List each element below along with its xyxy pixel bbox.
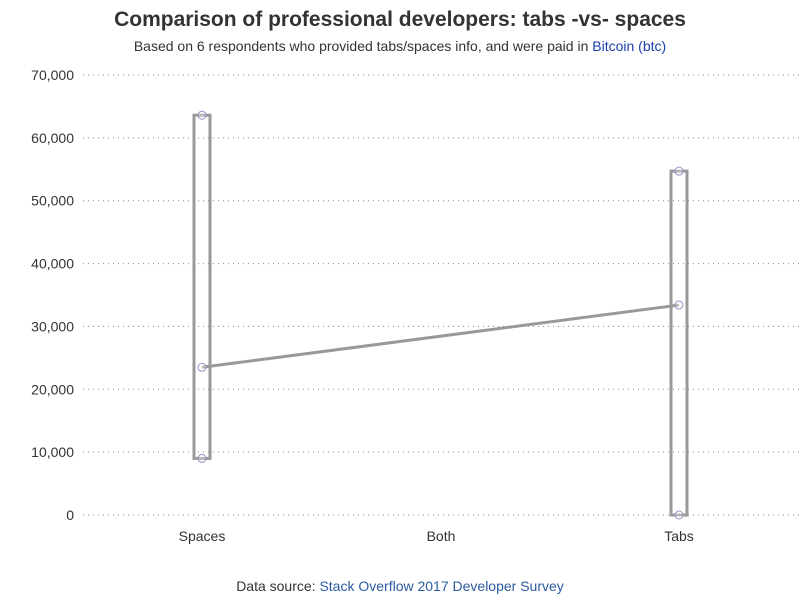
- x-tick-label: Spaces: [179, 528, 226, 544]
- data-point: [197, 362, 207, 372]
- median-line: [201, 303, 680, 369]
- data-point: [197, 110, 207, 120]
- range-box: [669, 169, 689, 517]
- data-point: [197, 453, 207, 463]
- subtitle-text: Based on 6 respondents who provided tabs…: [133, 38, 593, 54]
- y-tick-label: 0: [66, 507, 74, 523]
- y-tick-label: 50,000: [31, 193, 74, 209]
- y-tick-label: 20,000: [31, 381, 74, 397]
- gridlines: [83, 74, 800, 516]
- range-box: [192, 113, 212, 460]
- range-boxes: [192, 113, 689, 517]
- bitcoin-link[interactable]: Bitcoin (btc): [592, 38, 667, 54]
- x-tick-label: Tabs: [664, 528, 694, 544]
- data-point: [674, 300, 684, 310]
- stack-overflow-link[interactable]: Stack Overflow 2017 Developer Survey: [319, 578, 564, 594]
- chart-title: Comparison of professional developers: t…: [114, 8, 686, 31]
- y-tick-label: 30,000: [31, 318, 74, 334]
- y-tick-label: 70,000: [31, 67, 74, 83]
- chart-subtitle: Based on 6 respondents who provided tabs…: [0, 38, 800, 54]
- data-points: [197, 110, 684, 520]
- data-point: [674, 166, 684, 176]
- median-connector: [201, 303, 680, 369]
- x-tick-label: Both: [427, 528, 456, 544]
- data-point: [674, 510, 684, 520]
- y-axis-ticks: 0 10,000 20,000 30,000 40,000 50,000 60,000 70,…: [31, 67, 74, 523]
- y-tick-label: 10,000: [31, 444, 74, 460]
- footer-text: Data source:: [236, 578, 320, 594]
- x-axis-ticks: Spaces Both Tabs: [179, 528, 694, 544]
- y-tick-label: 40,000: [31, 256, 74, 272]
- y-tick-label: 60,000: [31, 130, 74, 146]
- data-source: Data source: Stack Overflow 2017 Develop…: [0, 578, 800, 594]
